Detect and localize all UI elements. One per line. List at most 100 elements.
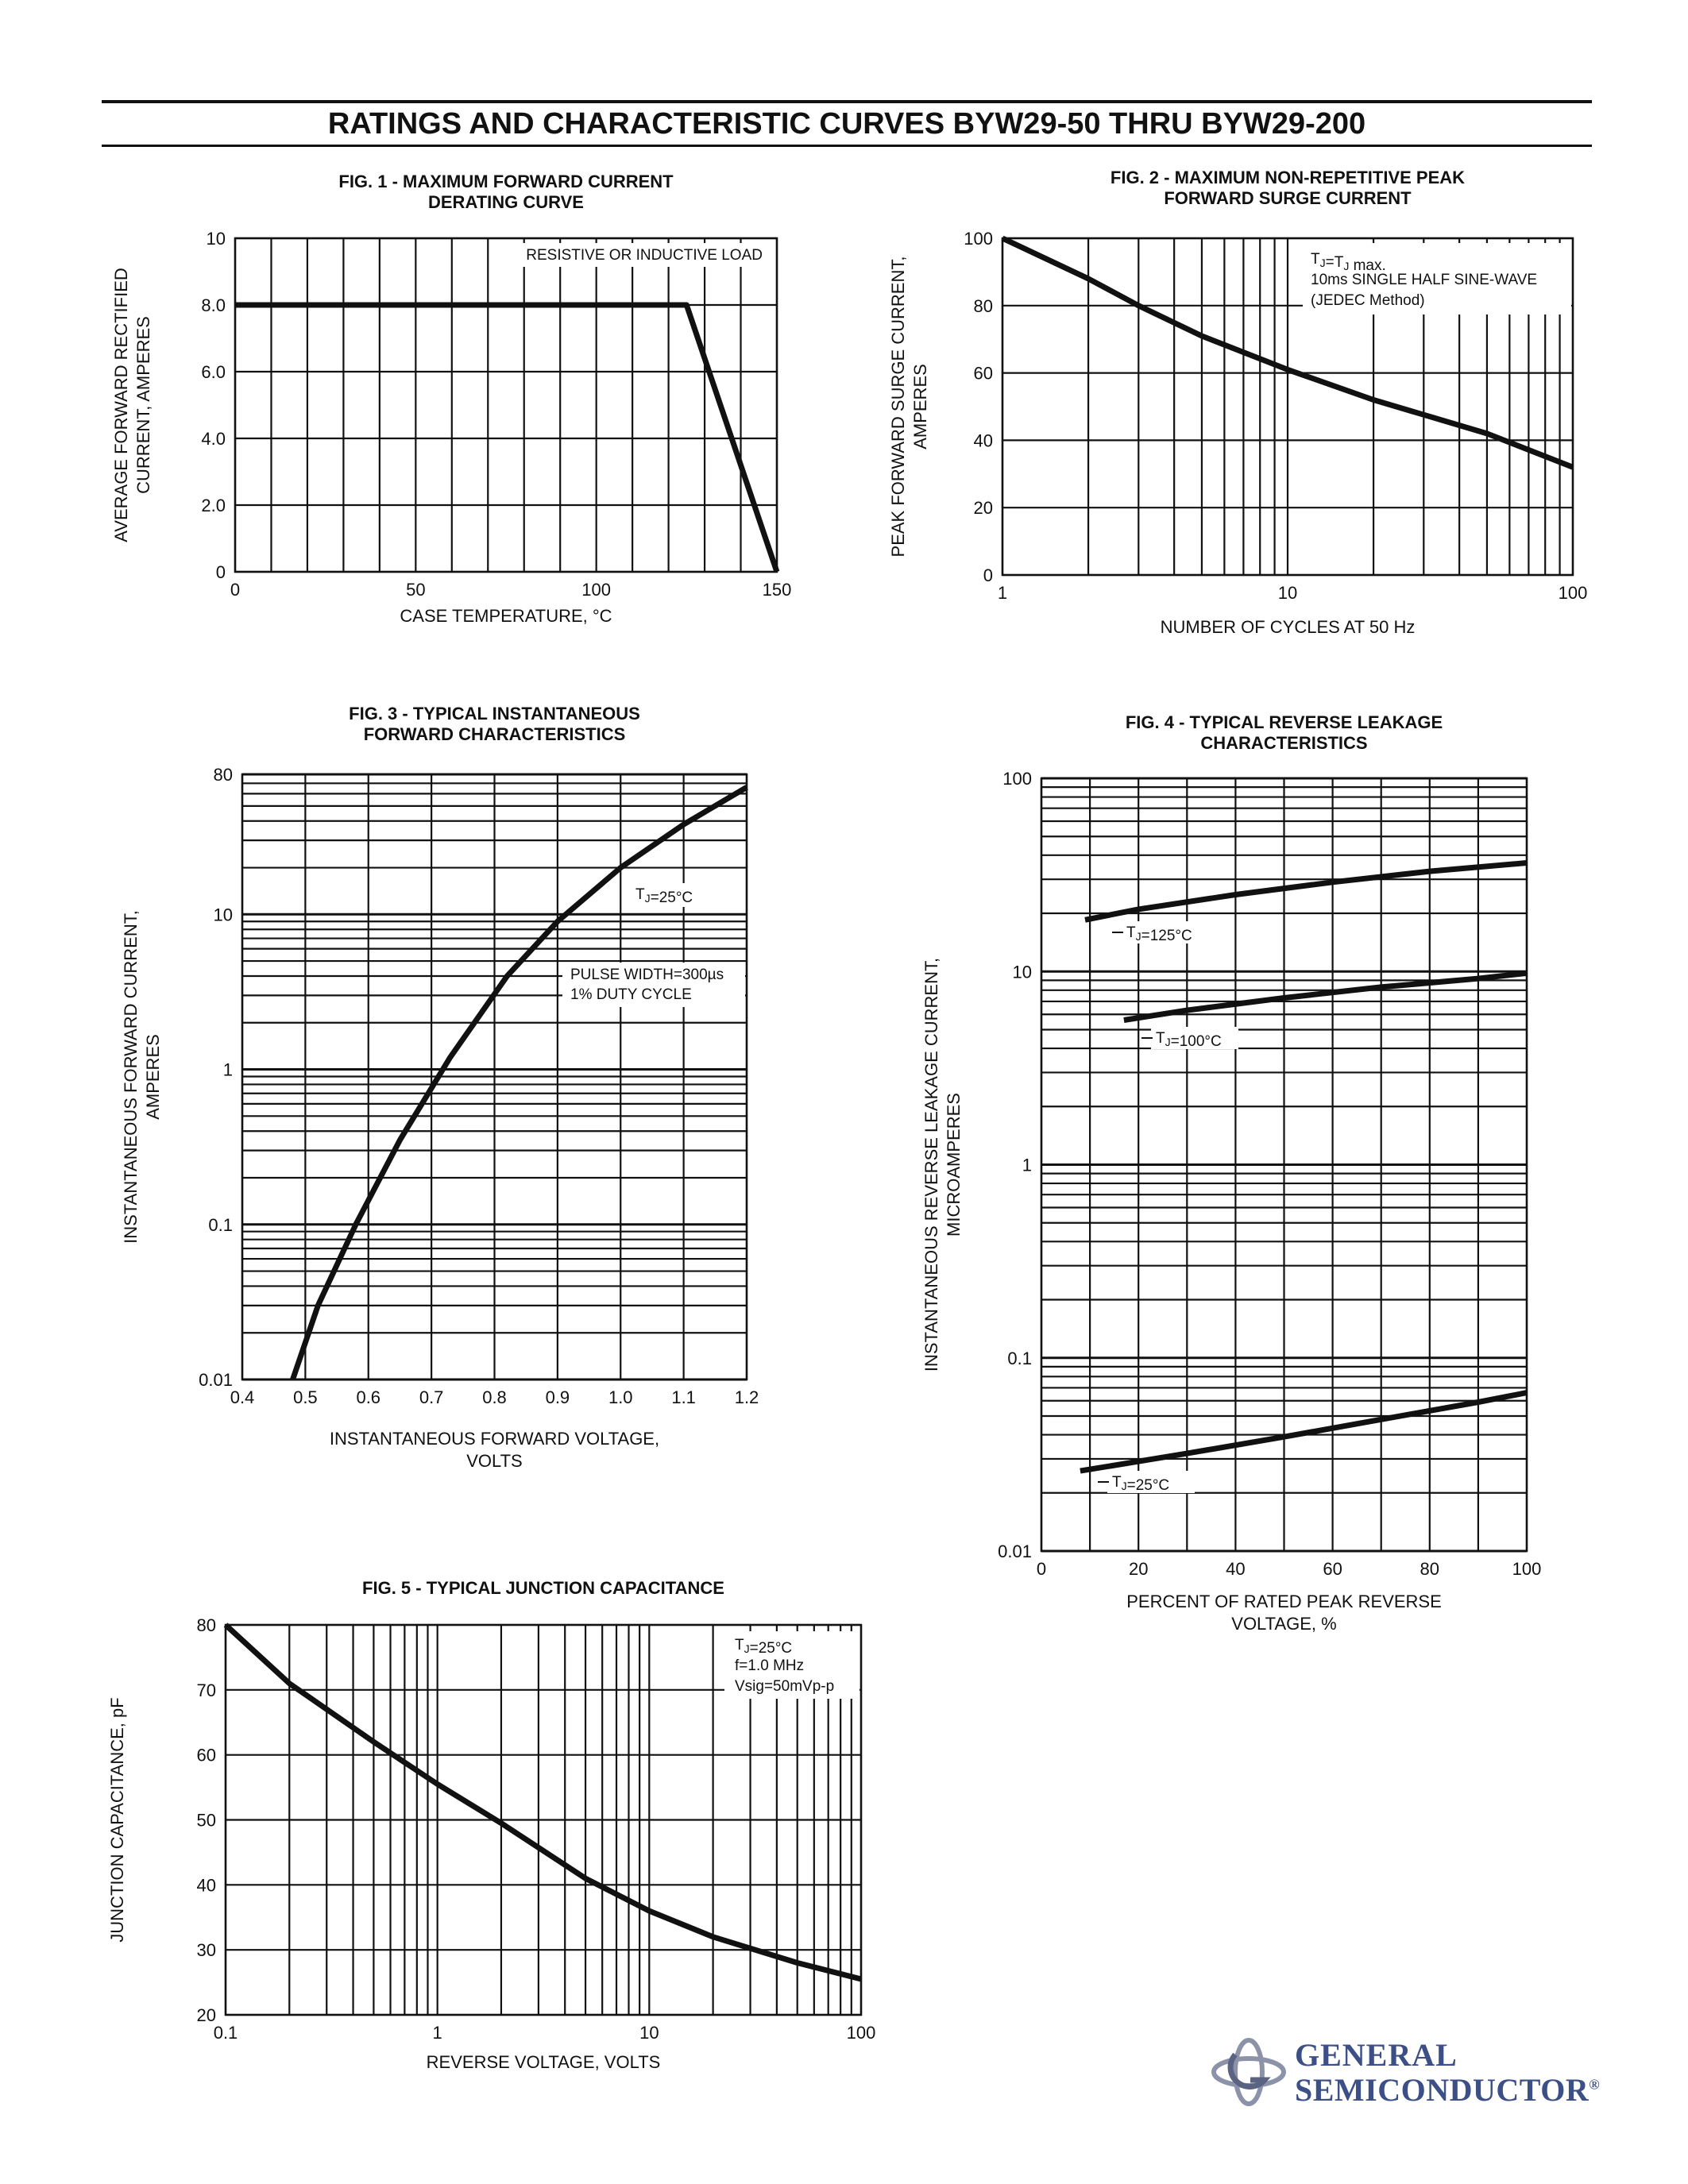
fig3-ytick-label: 1 <box>223 1060 233 1080</box>
fig2-ytick-label: 60 <box>974 364 993 384</box>
fig1-ytick-label: 8.0 <box>201 295 226 315</box>
fig4-ytick-label: 10 <box>1013 962 1032 982</box>
logo-wordmark-line1: GENERAL <box>1295 2037 1458 2073</box>
fig2-annotation: TJ=TJ max. <box>1311 251 1386 274</box>
fig2-ytick-label: 80 <box>974 296 993 316</box>
fig2-xtick-label: 1 <box>998 583 1007 603</box>
fig3-xtick-label: 0.9 <box>546 1387 570 1407</box>
fig5-frame <box>224 1623 863 2016</box>
fig2-ytick-label: 0 <box>983 565 993 585</box>
fig4-ylabel: INSTANTANEOUS REVERSE LEAKAGE CURRENT, <box>921 958 941 1372</box>
fig4-series-label-box <box>1151 1027 1238 1049</box>
fig5-note-box <box>724 1631 859 1699</box>
fig4-xtick-label: 100 <box>1512 1559 1542 1579</box>
fig5-xtick-label: 100 <box>847 2023 876 2043</box>
fig4-xlabel: PERCENT OF RATED PEAK REVERSE <box>1126 1592 1442 1611</box>
fig3-series-line <box>290 785 748 1381</box>
fig1-ytick-label: 2.0 <box>201 496 226 515</box>
fig5-annotation: Vsig=50mVp-p <box>735 1678 834 1695</box>
logo-wordmark-line2: SEMICONDUCTOR® <box>1295 2071 1600 2109</box>
fig5-ylabel: JUNCTION CAPACITANCE, pF <box>107 1697 127 1942</box>
fig1-xtick-label: 150 <box>763 580 792 600</box>
fig4-ylabel: MICROAMPERES <box>944 1093 964 1237</box>
fig1-ylabel: CURRENT, AMPERES <box>133 316 153 494</box>
fig2-title: FORWARD SURGE CURRENT <box>1164 188 1412 208</box>
fig2-chart: FIG. 2 - MAXIMUM NON-REPETITIVE PEAKFORW… <box>888 168 1587 637</box>
fig2-annotation: (JEDEC Method) <box>1311 292 1425 309</box>
fig3-ylabel: AMPERES <box>143 1034 163 1120</box>
fig5-xtick-label: 0.1 <box>214 2023 238 2043</box>
fig3-note-box <box>562 963 745 1007</box>
fig5-ytick-label: 60 <box>197 1746 216 1765</box>
fig1-ytick-label: 0 <box>216 562 226 582</box>
fig5-xlabel: REVERSE VOLTAGE, VOLTS <box>427 2052 661 2072</box>
fig5-ytick-label: 70 <box>197 1680 216 1700</box>
fig2-frame <box>1001 237 1574 577</box>
fig4-ytick-label: 100 <box>1002 769 1032 789</box>
fig4-series-line <box>1084 860 1528 923</box>
fig1-chart: FIG. 1 - MAXIMUM FORWARD CURRENTDERATING… <box>111 172 791 626</box>
fig3-frame <box>241 773 748 1381</box>
fig1-ylabel: AVERAGE FORWARD RECTIFIED <box>111 268 131 542</box>
fig3-title: FIG. 3 - TYPICAL INSTANTANEOUS <box>349 704 640 723</box>
fig5-ytick-label: 40 <box>197 1875 216 1895</box>
fig3-ytick-label: 0.01 <box>199 1370 233 1390</box>
fig2-annotation: 10ms SINGLE HALF SINE-WAVE <box>1311 272 1537 288</box>
fig1-xtick-label: 0 <box>230 580 240 600</box>
fig1-xtick-label: 100 <box>581 580 611 600</box>
page-title: RATINGS AND CHARACTERISTIC CURVES BYW29-… <box>102 100 1592 147</box>
fig1-ytick-label: 4.0 <box>201 429 226 449</box>
fig3-xtick-label: 1.0 <box>608 1387 633 1407</box>
fig5-ytick-label: 20 <box>197 2005 216 2025</box>
fig4-ytick-label: 1 <box>1022 1156 1032 1175</box>
fig3-xtick-label: 0.5 <box>293 1387 318 1407</box>
fig3-xtick-label: 1.1 <box>671 1387 696 1407</box>
fig1-xlabel: CASE TEMPERATURE, °C <box>400 606 612 626</box>
fig4-series-label: TJ=100°C <box>1156 1030 1222 1050</box>
fig2-xtick-label: 10 <box>1278 583 1297 603</box>
fig4-chart: FIG. 4 - TYPICAL REVERSE LEAKAGECHARACTE… <box>921 712 1541 1634</box>
fig5-xtick-label: 10 <box>639 2023 659 2043</box>
fig5-title: FIG. 5 - TYPICAL JUNCTION CAPACITANCE <box>362 1578 724 1598</box>
fig3-note-box <box>628 883 699 907</box>
fig4-xtick-label: 0 <box>1037 1559 1046 1579</box>
logo-wordmark-text: SEMICONDUCTOR <box>1295 2072 1590 2108</box>
fig3-ytick-label: 10 <box>214 905 233 924</box>
fig3-xtick-label: 0.8 <box>482 1387 507 1407</box>
fig1-series-line <box>235 302 780 573</box>
general-semiconductor-logo-icon <box>1211 2038 1286 2106</box>
fig5-ytick-label: 50 <box>197 1811 216 1831</box>
fig4-xtick-label: 60 <box>1323 1559 1342 1579</box>
fig4-series-label: TJ=125°C <box>1126 924 1192 944</box>
fig2-note-box <box>1303 243 1571 314</box>
fig3-annotation: TJ=25°C <box>635 886 693 906</box>
fig3-xtick-label: 0.4 <box>230 1387 255 1407</box>
fig4-ytick-label: 0.01 <box>998 1542 1032 1561</box>
fig4-series-label-box <box>1122 921 1209 943</box>
fig3-annotation: 1% DUTY CYCLE <box>570 986 692 1003</box>
fig2-xtick-label: 100 <box>1559 583 1588 603</box>
fig4-series-line <box>1123 970 1528 1023</box>
fig3-xtick-label: 0.7 <box>419 1387 444 1407</box>
fig2-ylabel: PEAK FORWARD SURGE CURRENT, <box>888 257 908 558</box>
fig3-ytick-label: 80 <box>214 765 233 785</box>
fig5-annotation: f=1.0 MHz <box>735 1657 804 1674</box>
fig3-ytick-label: 0.1 <box>208 1215 233 1235</box>
fig4-ytick-label: 0.1 <box>1007 1349 1032 1368</box>
fig3-annotation: PULSE WIDTH=300µs <box>570 967 724 983</box>
fig3-xlabel: INSTANTANEOUS FORWARD VOLTAGE, <box>330 1429 659 1449</box>
fig3-xlabel: VOLTS <box>466 1451 523 1471</box>
fig5-series-line <box>223 1623 862 1982</box>
fig4-series-label-box <box>1107 1471 1195 1493</box>
fig5-ytick-label: 80 <box>197 1615 216 1635</box>
company-logo: GENERAL SEMICONDUCTOR® <box>1209 2032 1600 2111</box>
fig4-series-line <box>1080 1390 1528 1474</box>
fig2-title: FIG. 2 - MAXIMUM NON-REPETITIVE PEAK <box>1111 168 1465 187</box>
fig3-grid <box>241 773 748 1381</box>
fig1-grid <box>234 237 778 573</box>
registered-mark: ® <box>1589 2076 1601 2093</box>
fig4-title: CHARACTERISTICS <box>1200 733 1367 753</box>
fig2-xlabel: NUMBER OF CYCLES AT 50 Hz <box>1161 617 1416 637</box>
fig5-annotation: TJ=25°C <box>735 1637 792 1657</box>
